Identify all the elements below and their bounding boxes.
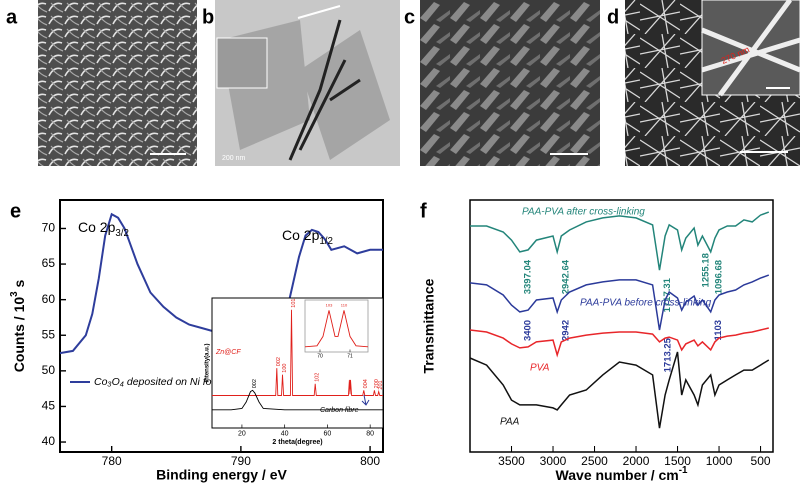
x-tick-label: 800 xyxy=(360,454,380,468)
peak-label: 002 xyxy=(252,379,258,388)
peak-label: 102 xyxy=(315,373,321,382)
x-tick-label: 60 xyxy=(324,430,332,437)
peak-label: 101 xyxy=(291,299,297,308)
legend-label: Co₃O₄ deposited on Ni foam xyxy=(94,376,226,388)
fiber xyxy=(701,0,800,97)
data-line xyxy=(212,309,383,396)
image xyxy=(420,0,600,166)
label-text: s xyxy=(11,279,27,291)
label-sup: -1 xyxy=(679,465,688,476)
label-text: Co 2p xyxy=(282,227,320,243)
series-label: PAA xyxy=(500,417,520,428)
flake-edge xyxy=(288,19,361,161)
panel-label: e xyxy=(10,200,21,222)
axis-label: Wave number / cm-1 xyxy=(556,465,688,483)
x-tick-label: 3000 xyxy=(540,454,567,468)
x-tick-label: 500 xyxy=(751,454,771,468)
peak-label: 201 xyxy=(378,380,384,389)
x-tick-label: 2000 xyxy=(623,454,650,468)
label-text: Counts / 10 xyxy=(11,297,27,373)
axis-label: Transmittance xyxy=(421,278,437,373)
micrograph-a xyxy=(38,0,197,166)
series-label: Zn@CF xyxy=(215,349,241,356)
peak-annotation: Co 2p1/2 xyxy=(282,227,333,247)
data-line xyxy=(304,310,369,348)
peak-label: 002 xyxy=(276,357,282,366)
x-tick-label: 70 xyxy=(317,353,323,359)
peak-annotation: Co 2p3/2 xyxy=(78,219,129,239)
x-tick-label: 3500 xyxy=(498,454,525,468)
x-tick-label: 20 xyxy=(238,430,246,437)
plot-frame xyxy=(469,199,774,453)
micrograph-b xyxy=(215,0,400,166)
x-tick-label: 1000 xyxy=(706,454,733,468)
panel-label: d xyxy=(607,6,619,28)
data-line xyxy=(469,351,770,429)
panel-label: f xyxy=(420,200,427,222)
y-tick-label: 60 xyxy=(42,292,56,306)
y-tick-label: 40 xyxy=(42,434,56,448)
x-tick-label: 1500 xyxy=(664,454,691,468)
axis-label: 2 theta(degree) xyxy=(272,439,322,446)
scale-text: 200 nm xyxy=(222,155,246,162)
series-label: PVA xyxy=(530,363,550,374)
peak-annotation: 1103 xyxy=(713,320,724,341)
arrow xyxy=(361,394,370,406)
plot-frame xyxy=(304,299,369,353)
peak-label: 110 xyxy=(341,302,348,307)
series-label: PAA-PVA after cross-linking xyxy=(522,207,645,218)
panel-label: b xyxy=(202,6,214,28)
data-line xyxy=(469,274,770,331)
y-tick-label: 70 xyxy=(42,221,56,235)
series-label: Carbon fibre xyxy=(320,407,359,414)
peak-annotation: 2942 xyxy=(560,320,571,341)
panel-label: a xyxy=(6,6,18,28)
peak-annotation: 2942.64 xyxy=(560,259,571,294)
data-line xyxy=(212,389,383,411)
peak-annotation: 1255.18 xyxy=(700,253,711,287)
inset xyxy=(216,37,268,89)
arrow xyxy=(297,5,341,19)
micrograph-c xyxy=(420,0,600,166)
panel-label: c xyxy=(404,6,415,28)
peak-label: 004 xyxy=(363,379,369,388)
label-sub: 3/2 xyxy=(115,228,129,239)
axis-label: Intensity(a.u.) xyxy=(205,343,211,382)
series-label: PAA-PVA before cross-linking xyxy=(580,298,712,309)
axis-label: Binding energy / eV xyxy=(156,467,287,483)
label-sub: 1/2 xyxy=(319,236,333,247)
peak-label: 200 xyxy=(374,379,380,388)
y-tick-label: 50 xyxy=(42,363,56,377)
x-tick-label: 71 xyxy=(347,353,353,359)
y-tick-label: 45 xyxy=(42,399,56,413)
y-tick-label: 55 xyxy=(42,327,56,341)
label-text: Wave number / cm xyxy=(556,467,679,483)
label-sup: 3 xyxy=(9,291,20,297)
x-tick-label: 2500 xyxy=(581,454,608,468)
peak-label: 100 xyxy=(282,364,288,373)
peak-label: 103 xyxy=(326,302,333,307)
x-tick-label: 40 xyxy=(281,430,289,437)
micrograph-d xyxy=(625,0,800,166)
axis-label: Counts / 103 s xyxy=(9,279,27,372)
image xyxy=(38,0,197,166)
peak-annotation: 1096.68 xyxy=(714,260,725,294)
x-tick-label: 790 xyxy=(231,454,251,468)
peak-annotation: 1713.25 xyxy=(662,337,673,372)
y-tick-label: 65 xyxy=(42,256,56,270)
x-tick-label: 80 xyxy=(366,430,374,437)
x-tick-label: 780 xyxy=(102,454,122,468)
data-line xyxy=(469,327,769,358)
peak-annotation: 3400 xyxy=(522,320,533,341)
data-line xyxy=(470,211,770,271)
label-text: Co 2p xyxy=(78,219,116,235)
peak-annotation: 3397.04 xyxy=(523,259,534,294)
